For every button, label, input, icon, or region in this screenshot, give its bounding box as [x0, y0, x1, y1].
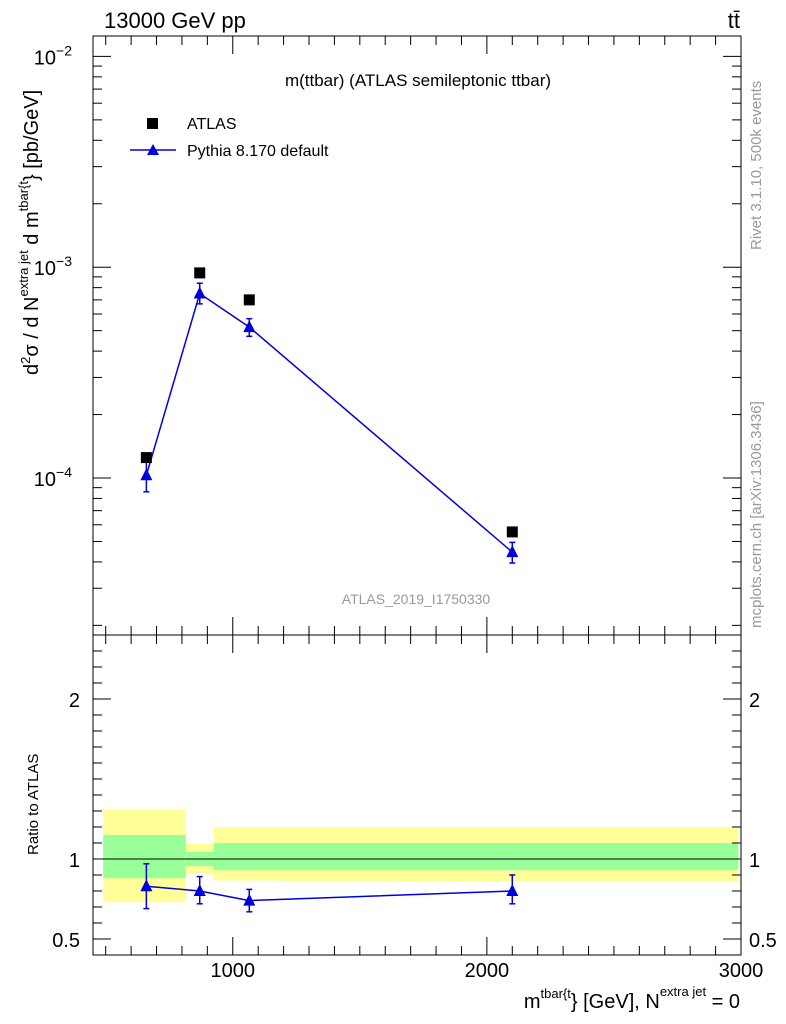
- energy-label: 13000 GeV pp: [104, 8, 246, 33]
- legend-mc-label: Pythia 8.170 default: [187, 143, 329, 160]
- process-label: tt̄: [728, 8, 740, 33]
- mc-series-line: [145, 292, 513, 553]
- main-ylabel: d2σ / d Nextra jet d mtbar{t} [pb/GeV]: [16, 90, 43, 375]
- ratio-panel: 0.5 0.5 1 1 2 2 1000 2000 3000 Ratio to ATLAS mt…: [25, 634, 777, 1013]
- ratio-y-tick-label-right: 0.5: [749, 930, 777, 952]
- ratio-ylabel: Ratio to ATLAS: [25, 754, 42, 855]
- y-tick-label: 10−4: [34, 464, 72, 491]
- rivet-label: Rivet 3.1.10, 500k events: [748, 81, 765, 250]
- y-tick-label: 10−2: [34, 42, 72, 69]
- x-tick-label: 3000: [719, 960, 764, 982]
- ratio-point: [243, 893, 256, 906]
- atlas-point: [140, 452, 152, 464]
- ratio-band-inner: [283, 843, 739, 871]
- x-tick-label: 2000: [465, 960, 510, 982]
- ratio-y-tick-label-left: 0.5: [52, 930, 80, 952]
- ratio-y-tick-label-right: 1: [749, 850, 760, 872]
- atlas-point: [194, 267, 206, 279]
- mc-point: [193, 286, 206, 299]
- ratio-y-tick-label-left: 2: [69, 690, 80, 712]
- ratio-point: [140, 879, 153, 892]
- mc-point: [140, 468, 153, 481]
- legend: ATLAS Pythia 8.170 default: [130, 116, 329, 160]
- mc-point: [243, 320, 256, 333]
- mc-point: [506, 545, 519, 558]
- mcplots-label: mcplots.cern.ch [arXiv:1306.3436]: [748, 401, 765, 628]
- plot-title: m(ttbar) (ATLAS semileptonic ttbar): [285, 71, 551, 90]
- main-panel: 10−4 10−3 10−2 m(ttbar) (ATLAS semileptoni…: [16, 35, 742, 636]
- ratio-point: [506, 884, 519, 896]
- ratio-y-tick-label-left: 1: [69, 850, 80, 872]
- legend-atlas-label: ATLAS: [187, 116, 237, 133]
- ratio-series-line: [146, 885, 513, 902]
- ratio-y-tick-label-right: 2: [749, 690, 760, 712]
- x-tick-label: 1000: [211, 960, 256, 982]
- atlas-point: [243, 294, 255, 306]
- ratio-band-inner: [213, 843, 284, 871]
- legend-mc-marker: [147, 144, 159, 155]
- ratio-point: [193, 884, 206, 896]
- legend-atlas-marker: [147, 118, 158, 129]
- watermark: ATLAS_2019_I1750330: [342, 591, 491, 607]
- ratio-band-inner: [103, 835, 186, 879]
- ratio-frame: [92, 634, 742, 956]
- atlas-point: [506, 526, 518, 538]
- y-tick-label: 10−3: [34, 253, 72, 280]
- ratio-xlabel: mtbar{t} [GeV], Nextra jet = 0: [524, 984, 740, 1013]
